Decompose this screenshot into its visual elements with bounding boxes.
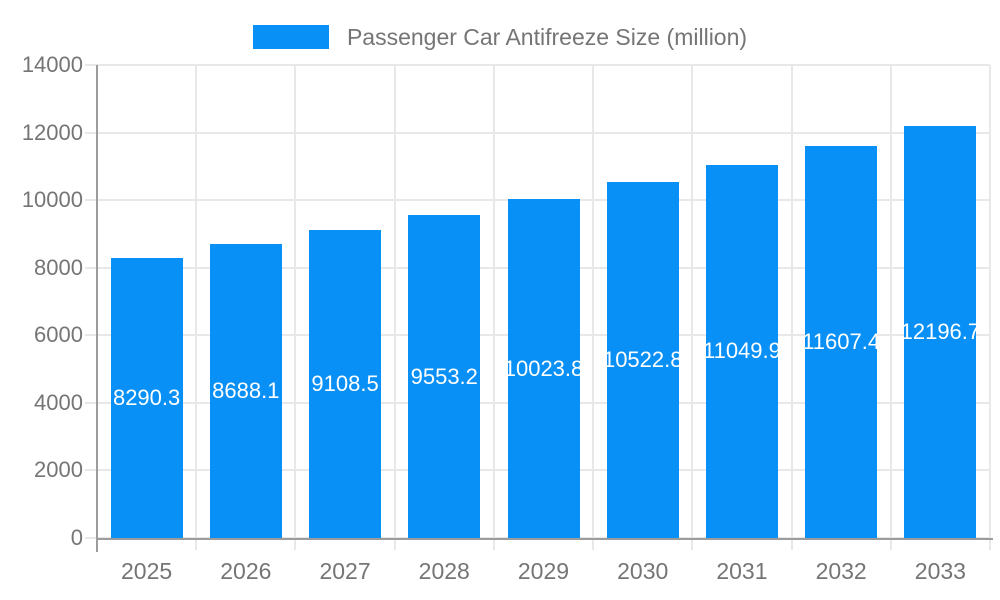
x-tick-label: 2031: [716, 558, 768, 584]
x-tick-label: 2032: [815, 558, 867, 584]
bar[interactable]: [705, 164, 778, 538]
bar[interactable]: [408, 215, 481, 538]
x-tick-label: 2030: [617, 558, 669, 584]
y-tick-label: 8000: [34, 254, 83, 280]
bar-value-label: 12196.7: [900, 318, 981, 344]
bar-value-label: 10023.8: [503, 355, 584, 381]
legend-label: Passenger Car Antifreeze Size (million): [346, 23, 748, 50]
bar-value-label: 8688.1: [212, 378, 280, 404]
bar-value-label: 9108.5: [311, 371, 379, 397]
legend[interactable]: Passenger Car Antifreeze Size (million): [0, 22, 1000, 52]
bar-value-label: 10522.8: [602, 347, 683, 373]
x-tick-label: 2025: [121, 558, 173, 584]
bar-value-label: 11049.9: [702, 338, 781, 364]
y-tick-label: 12000: [21, 119, 83, 145]
x-gridline: [492, 65, 495, 550]
x-gridline: [195, 65, 198, 550]
y-tick-label: 2000: [34, 457, 83, 483]
y-tick-label: 10000: [21, 187, 83, 213]
y-gridline: [85, 131, 990, 134]
legend-swatch: [252, 25, 329, 49]
x-tick-label: 2033: [914, 558, 966, 584]
bar[interactable]: [309, 230, 382, 538]
y-tick-label: 6000: [34, 322, 83, 348]
y-tick-label: 4000: [34, 389, 83, 415]
y-tick-label: 14000: [21, 52, 83, 77]
y-axis-line: [96, 65, 98, 552]
x-gridline: [889, 65, 892, 550]
x-gridline: [989, 65, 991, 550]
y-tick-label: 0: [70, 525, 83, 550]
bar-value-label: 9553.2: [410, 363, 478, 389]
x-tick-label: 2026: [220, 558, 272, 584]
x-gridline: [790, 65, 793, 550]
x-tick-label: 2028: [418, 558, 470, 584]
bar[interactable]: [209, 244, 282, 538]
x-gridline: [592, 65, 595, 550]
bar[interactable]: [904, 125, 977, 538]
x-axis-line: [96, 538, 993, 540]
x-gridline: [294, 65, 297, 550]
x-gridline: [691, 65, 694, 550]
bar-value-label: 8290.3: [112, 384, 181, 410]
x-tick-label: 2029: [517, 558, 570, 584]
bar[interactable]: [110, 257, 183, 538]
bar[interactable]: [606, 182, 679, 538]
bar-value-label: 11607.4: [802, 328, 881, 354]
x-tick-label: 2027: [319, 558, 371, 584]
x-gridline: [393, 65, 396, 550]
y-gridline: [85, 64, 990, 66]
bar[interactable]: [507, 199, 580, 538]
bar[interactable]: [805, 145, 878, 538]
